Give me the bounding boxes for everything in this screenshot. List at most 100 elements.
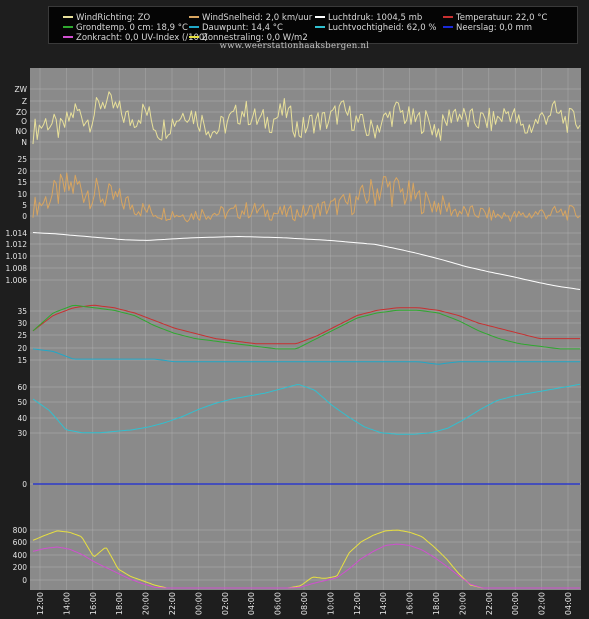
x-tick-label: 00:00: [194, 592, 203, 615]
y-tick-label: 0: [22, 576, 27, 585]
legend-item-solar: Zonnestraling: 0,0 W/m2: [189, 33, 308, 43]
x-tick-label: 18:00: [432, 592, 441, 615]
legend-item-wind-direction: WindRichting: ZO: [63, 13, 150, 23]
x-tick-label: 12:00: [353, 592, 362, 615]
series-line-windrichting: [32, 91, 581, 145]
legend-swatch: [315, 15, 325, 18]
panel-wind-speed: 0 5 10 15 20 25: [17, 155, 581, 223]
legend-label: Zonnestraling: 0,0 W/m2: [202, 33, 308, 43]
x-tick-label: 04:00: [247, 592, 256, 615]
x-tick-label: 20:00: [458, 592, 467, 615]
y-tick-label: 800: [13, 526, 28, 535]
legend-label: Zonkracht: 0,0 UV-Index (/100): [76, 33, 208, 43]
y-tick-label: 50: [17, 398, 27, 407]
x-tick-label: 16:00: [89, 592, 98, 615]
series-line-zonkracht: [32, 543, 580, 589]
legend-swatch: [443, 25, 453, 28]
y-tick-label: O: [21, 117, 27, 126]
panel-solar: 0 200 400 600 800: [13, 526, 581, 589]
y-tick-label: 30: [17, 319, 27, 328]
y-tick-label: 10: [17, 190, 27, 199]
y-tick-label: 1.010: [6, 252, 28, 261]
x-tick-label: 04:00: [564, 592, 573, 615]
y-tick-label: 0: [22, 480, 27, 489]
y-tick-label: 15: [17, 356, 27, 365]
x-tick-label: 16:00: [406, 592, 415, 615]
legend-label: Temperatuur: 22,0 °C: [456, 13, 548, 23]
legend-label: Luchtdruk: 1004,5 mb: [328, 13, 423, 23]
legend-item-dewpoint: Dauwpunt: 14,4 °C: [189, 23, 283, 33]
y-tick-label: 20: [17, 344, 27, 353]
y-tick-label: NO: [15, 127, 27, 136]
legend-swatch: [63, 25, 73, 28]
x-tick-label: 20:00: [142, 592, 151, 615]
y-tick-label: 5: [22, 201, 27, 210]
series-line-dauwpunt: [32, 348, 580, 365]
y-tick-label: 60: [17, 383, 27, 392]
x-tick-label: 12:00: [36, 592, 45, 615]
x-tick-label: 10:00: [326, 592, 335, 615]
x-tick-label: 06:00: [274, 592, 283, 615]
y-tick-label: 600: [13, 538, 28, 547]
series-line-luchtdruk: [32, 232, 581, 290]
y-tick-label: 0: [22, 212, 27, 221]
legend-swatch: [63, 15, 73, 18]
y-tick-label: ZO: [16, 108, 27, 117]
legend-swatch: [189, 15, 199, 18]
y-tick-label: 25: [17, 331, 27, 340]
legend-label: Luchtvochtigheid: 62,0 %: [328, 23, 437, 33]
x-tick-label: 02:00: [538, 592, 547, 615]
legend-swatch: [63, 35, 73, 38]
y-tick-label: 400: [13, 551, 28, 560]
y-tick-label: 30: [17, 429, 27, 438]
legend: WindRichting: ZO WindSnelheid: 2,0 km/uu…: [48, 6, 578, 44]
x-tick-label: 22:00: [485, 592, 494, 615]
panel-pressure: 1.006 1.008 1.010 1.012 1.014: [6, 229, 581, 290]
panel-humidity: 30 40 50 60: [17, 383, 581, 438]
series-line-temperatuur: [32, 304, 580, 345]
plot-area: [30, 68, 581, 590]
y-tick-label: 1.012: [6, 240, 28, 249]
legend-item-wind-speed: WindSnelheid: 2,0 km/uur: [189, 13, 312, 23]
legend-item-temperature: Temperatuur: 22,0 °C: [443, 13, 547, 23]
y-tick-label: 20: [17, 167, 27, 176]
series-line-grondtemp-0-cm: [32, 304, 580, 350]
legend-swatch: [443, 15, 453, 18]
legend-swatch: [315, 25, 325, 28]
series-line-windsnelheid: [32, 172, 581, 223]
y-tick-label: 1.008: [6, 264, 28, 273]
legend-item-pressure: Luchtdruk: 1004,5 mb: [315, 13, 422, 23]
x-tick-label: 22:00: [168, 592, 177, 615]
legend-item-humidity: Luchtvochtigheid: 62,0 %: [315, 23, 436, 33]
legend-label: WindRichting: ZO: [76, 13, 151, 23]
y-tick-label: 25: [17, 155, 27, 164]
y-tick-label: 200: [13, 563, 28, 572]
y-tick-label: N: [21, 138, 27, 147]
x-tick-label: 00:00: [511, 592, 520, 615]
x-tick-label: 14:00: [379, 592, 388, 615]
panel-temperatures: 15 20 25 30 35: [17, 304, 581, 365]
y-tick-label: 1.014: [6, 229, 28, 238]
y-tick-label: Z: [22, 97, 27, 106]
legend-swatch: [189, 35, 199, 38]
legend-label: Grondtemp. 0 cm: 18,9 °C: [76, 23, 188, 33]
legend-item-rain: Neerslag: 0,0 mm: [443, 23, 532, 33]
legend-label: Neerslag: 0,0 mm: [456, 23, 533, 33]
legend-label: WindSnelheid: 2,0 km/uur: [202, 13, 313, 23]
panel-rain: 0: [22, 480, 581, 489]
x-tick-label: 14:00: [62, 592, 71, 615]
y-tick-label: 15: [17, 178, 27, 187]
y-tick-label: 40: [17, 414, 27, 423]
series-line-luchtvochtigheid: [32, 383, 581, 435]
site-url: www.weerstationhaaksbergen.nl: [219, 41, 370, 51]
legend-item-ground-temp: Grondtemp. 0 cm: 18,9 °C: [63, 23, 188, 33]
x-tick-label: 08:00: [300, 592, 309, 615]
y-tick-label: 35: [17, 307, 27, 316]
y-tick-label: ZW: [14, 85, 27, 94]
x-tick-label: 02:00: [221, 592, 230, 615]
y-tick-label: 1.006: [6, 276, 28, 285]
legend-swatch: [189, 25, 199, 28]
legend-label: Dauwpunt: 14,4 °C: [202, 23, 283, 33]
